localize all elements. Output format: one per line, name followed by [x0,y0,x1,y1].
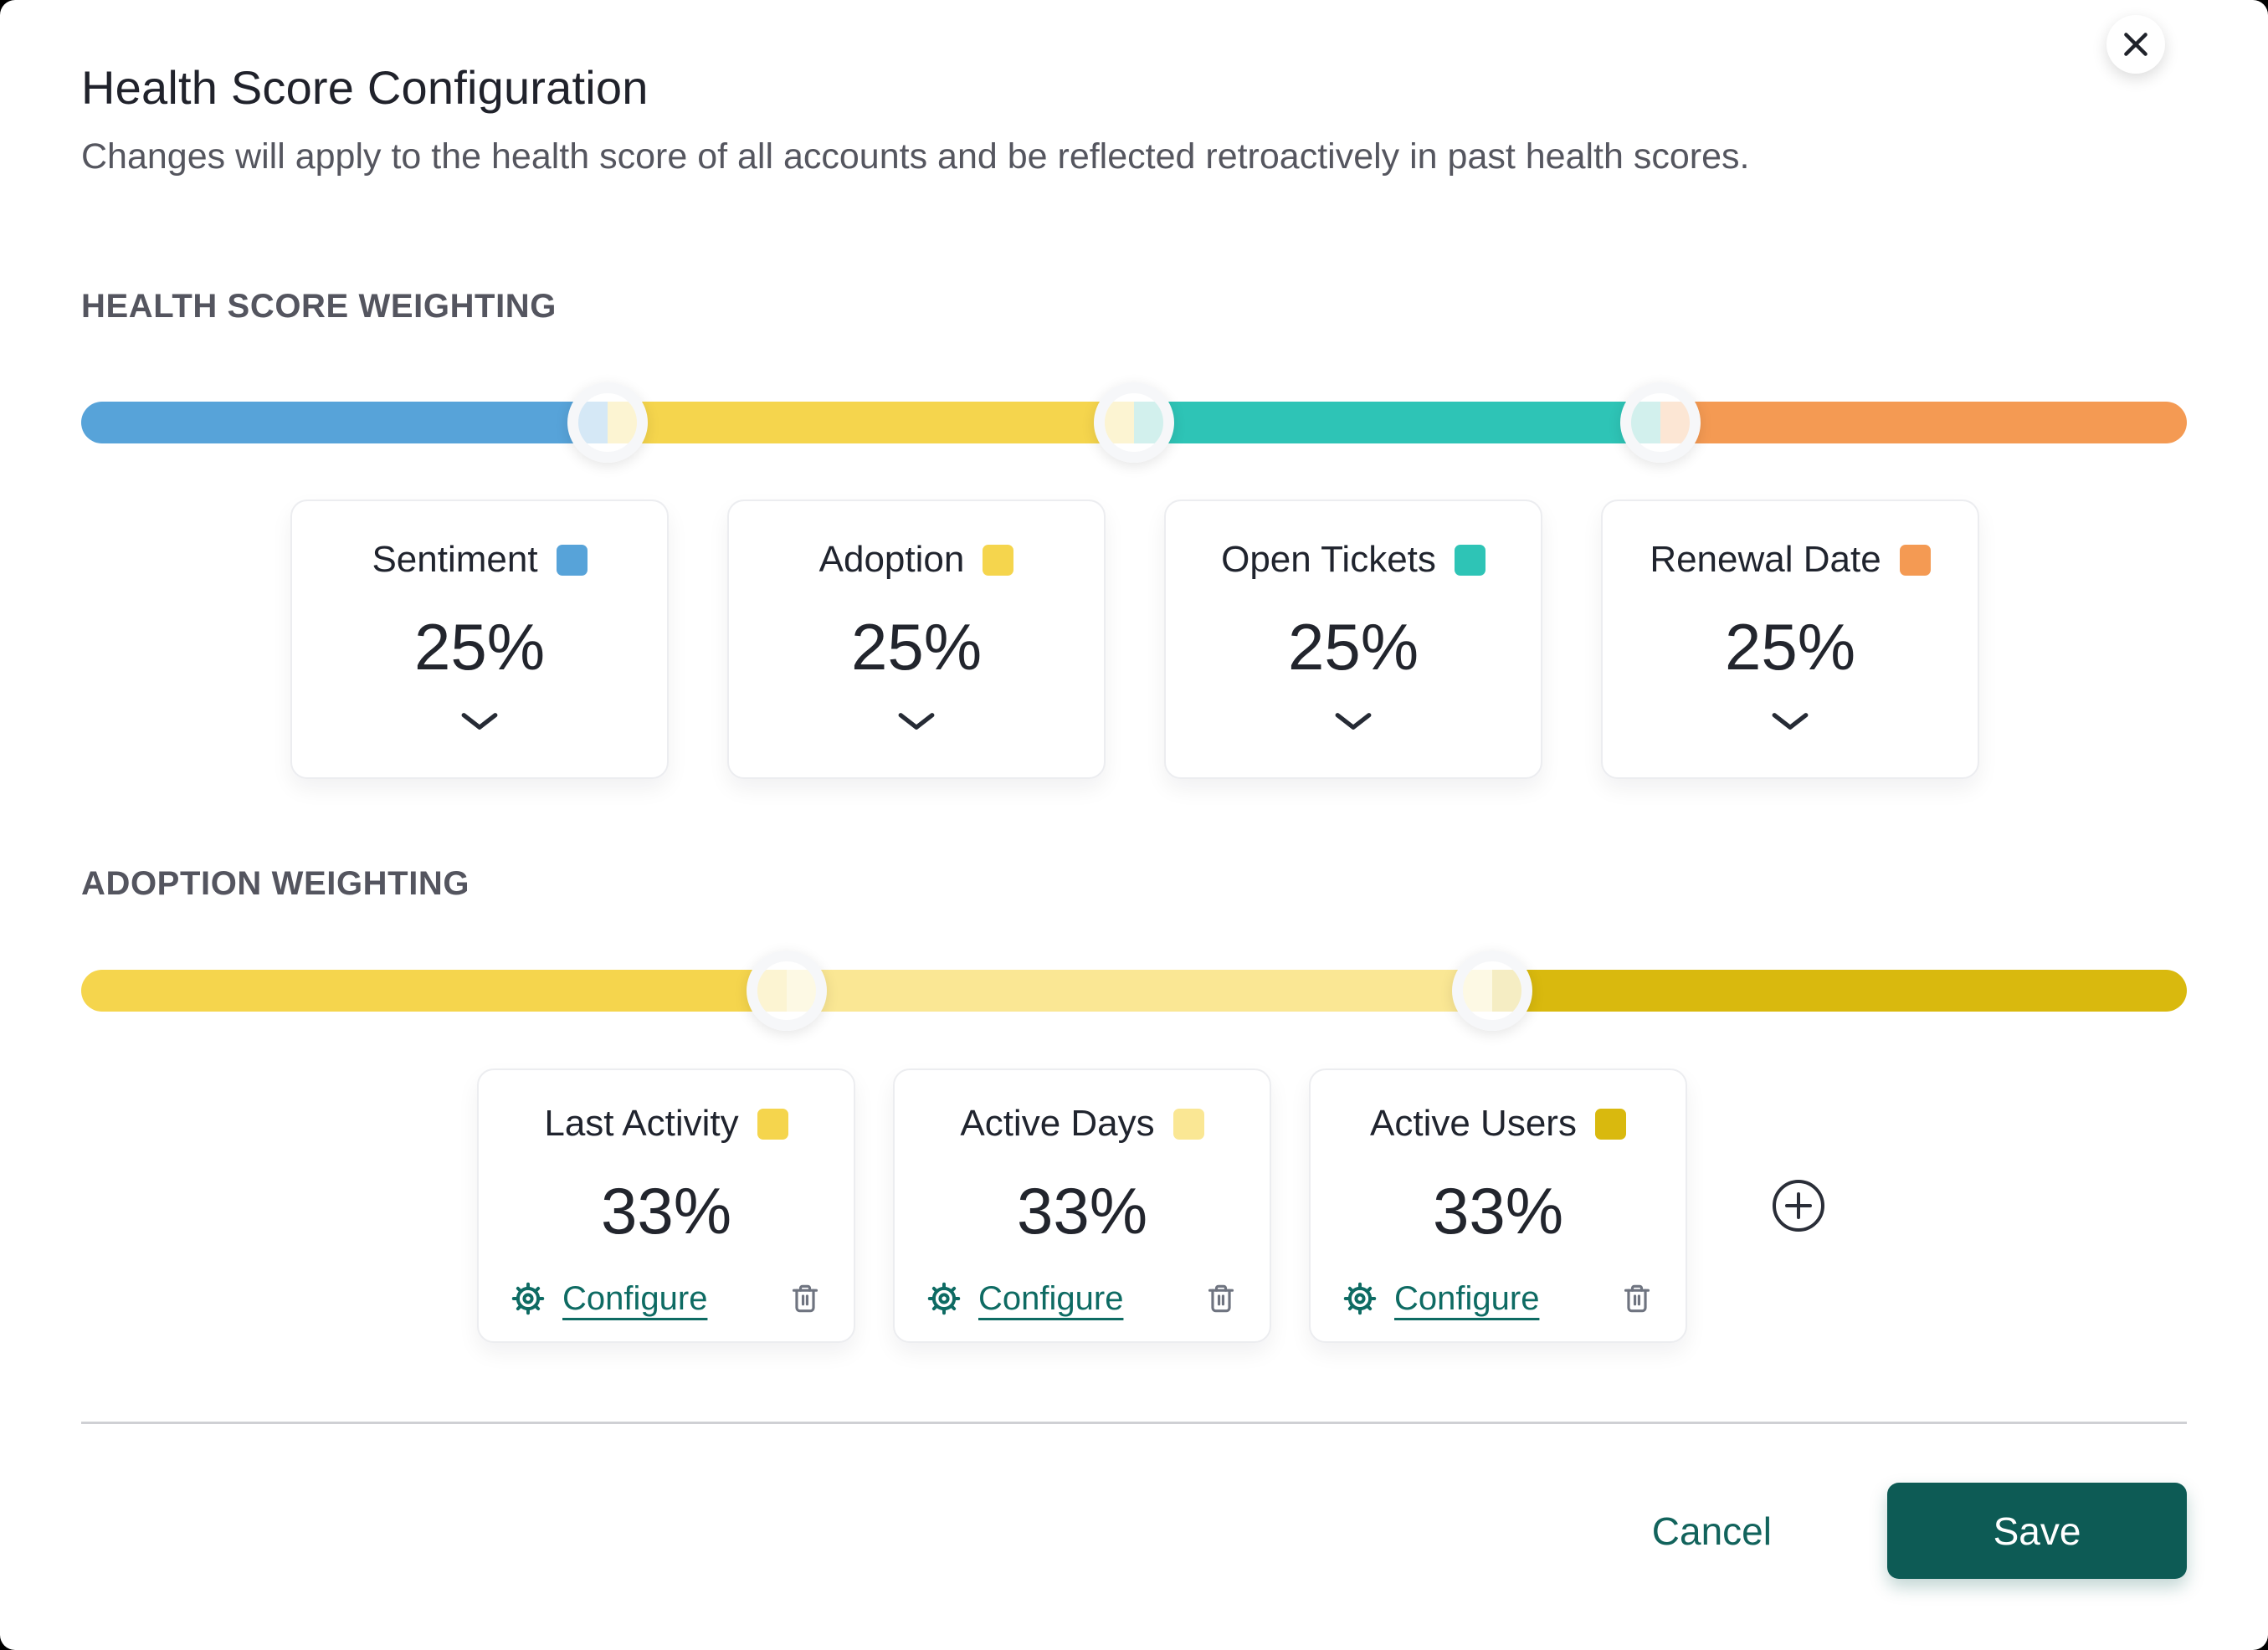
close-button[interactable] [2106,15,2165,74]
close-icon [2120,28,2152,60]
add-factor-button[interactable] [1771,1178,1826,1233]
configure-link[interactable]: Configure [1341,1279,1539,1318]
factor-weight: 33% [600,1174,732,1248]
cancel-button[interactable]: Cancel [1644,1500,1780,1562]
slider-handle[interactable] [746,951,827,1031]
factor-card-sentiment: Sentiment 25% [290,500,669,779]
segment-open-tickets [1134,402,1660,443]
factor-weight: 25% [1724,610,1856,684]
slider-track [81,402,2187,443]
gear-icon [925,1279,963,1318]
slider-handle-ring [746,951,827,1031]
factor-label: Open Tickets [1221,539,1436,580]
color-swatch [1454,544,1485,576]
slider-handle-ring [567,382,648,463]
expand-button[interactable] [1766,705,1814,737]
expand-button[interactable] [1329,705,1378,737]
color-swatch [757,1108,788,1140]
factor-card-last-activity: Last Activity 33% Configure [477,1068,855,1343]
factor-card-adoption: Adoption 25% [727,500,1106,779]
health-score-weighting-slider[interactable] [81,382,2187,463]
configure-label: Configure [978,1279,1124,1317]
slider-handle[interactable] [1620,382,1701,463]
segment-adoption [608,402,1134,443]
save-button[interactable]: Save [1887,1483,2187,1579]
color-swatch [556,544,588,576]
color-swatch [1594,1108,1626,1140]
expand-button[interactable] [455,705,504,737]
adoption-weighting-slider[interactable] [81,951,2187,1031]
chevron-down-icon [1771,710,1809,732]
page-title: Health Score Configuration [81,61,649,114]
configure-label: Configure [562,1279,708,1317]
factor-label: Active Days [960,1103,1155,1144]
factor-card-active-days: Active Days 33% Configure [893,1068,1271,1343]
segment-active-days [786,970,1492,1012]
segment-last-activity [81,970,787,1012]
factor-label: Active Users [1370,1103,1577,1144]
configure-label: Configure [1394,1279,1540,1317]
color-swatch [1899,544,1931,576]
factor-weight: 33% [1016,1174,1148,1248]
color-swatch [1172,1108,1204,1140]
factor-weight: 25% [850,610,983,684]
adoption-weighting-heading: ADOPTION WEIGHTING [81,865,470,902]
adoption-factor-cards: Last Activity 33% Configure [477,1068,2187,1343]
slider-handle-ring [1094,382,1174,463]
factor-card-renewal-date: Renewal Date 25% [1601,500,1979,779]
footer-divider [81,1422,2187,1424]
trash-icon [1203,1280,1239,1317]
modal-subtitle: Changes will apply to the health score o… [81,136,1750,177]
factor-label: Adoption [818,539,965,580]
expand-button[interactable] [892,705,941,737]
plus-circle-icon [1771,1178,1826,1233]
slider-handle[interactable] [1094,382,1174,463]
delete-button[interactable] [1619,1280,1655,1317]
gear-icon [509,1279,547,1318]
slider-handle[interactable] [567,382,648,463]
delete-button[interactable] [787,1280,824,1317]
modal-footer: Cancel Save [81,1483,2187,1579]
factor-label: Last Activity [544,1103,739,1144]
slider-handle[interactable] [1451,951,1532,1031]
trash-icon [787,1280,824,1317]
segment-sentiment [81,402,608,443]
configure-link[interactable]: Configure [925,1279,1123,1318]
delete-button[interactable] [1203,1280,1239,1317]
segment-active-users [1491,970,2187,1012]
slider-handle-ring [1451,951,1532,1031]
factor-weight: 25% [413,610,546,684]
health-score-factor-cards: Sentiment 25% Adoption 25% [290,500,2187,779]
factor-weight: 33% [1432,1174,1564,1248]
factor-weight: 25% [1287,610,1419,684]
slider-handle-ring [1620,382,1701,463]
chevron-down-icon [460,710,499,732]
factor-label: Sentiment [372,539,538,580]
configure-link[interactable]: Configure [509,1279,707,1318]
factor-label: Renewal Date [1650,539,1881,580]
health-score-weighting-heading: HEALTH SCORE WEIGHTING [81,288,557,325]
segment-renewal-date [1660,402,2187,443]
chevron-down-icon [897,710,936,732]
gear-icon [1341,1279,1379,1318]
trash-icon [1619,1280,1655,1317]
chevron-down-icon [1334,710,1373,732]
factor-card-active-users: Active Users 33% Configure [1309,1068,1687,1343]
factor-card-open-tickets: Open Tickets 25% [1164,500,1542,779]
slider-track [81,970,2187,1012]
color-swatch [983,544,1014,576]
